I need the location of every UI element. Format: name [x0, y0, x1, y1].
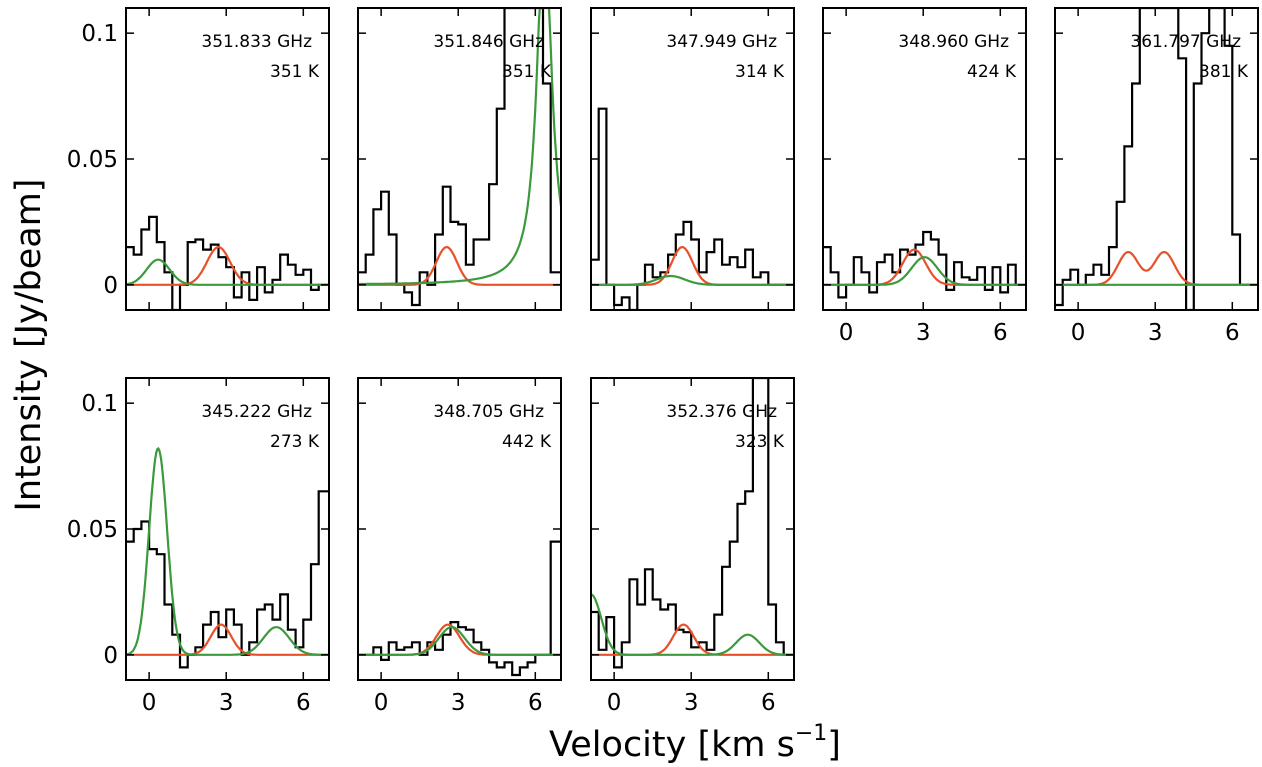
model-a-curve — [591, 245, 794, 286]
plot-area — [591, 378, 794, 669]
frequency-label: 347.949 GHz — [666, 32, 777, 52]
temperature-label: 314 K — [735, 62, 785, 82]
plot-area — [126, 446, 329, 669]
plot-area — [823, 230, 1026, 299]
model-a-curve — [126, 623, 329, 656]
panel-frame — [125, 7, 330, 311]
temperature-label: 351 K — [502, 62, 552, 82]
frequency-label: 348.705 GHz — [433, 402, 544, 422]
y-tick-label: 0.05 — [67, 147, 118, 173]
observed-spectrum — [823, 230, 1026, 299]
plot-area — [1055, 8, 1258, 310]
x-axis-label-exponent: −1 — [795, 721, 827, 746]
x-tick-label: 0 — [1071, 320, 1086, 346]
frequency-label: 348.960 GHz — [898, 32, 1009, 52]
frequency-label: 351.833 GHz — [201, 32, 312, 52]
x-tick-label: 3 — [1148, 320, 1163, 346]
temperature-label: 442 K — [502, 432, 552, 452]
model-b-curve — [823, 256, 1026, 286]
y-tick-label: 0.1 — [81, 391, 118, 417]
x-tick-label: 0 — [142, 690, 157, 716]
x-tick-label: 6 — [296, 690, 311, 716]
y-axis-label: Intensity [Jy/beam] — [9, 179, 49, 512]
x-tick-label: 3 — [684, 690, 699, 716]
model-a-curve — [126, 245, 329, 286]
model-b-curve — [126, 446, 329, 656]
temperature-label: 273 K — [270, 432, 320, 452]
panel-frame — [125, 377, 330, 681]
observed-spectrum — [126, 215, 329, 310]
panel-3: 347.949 GHz 314 K — [590, 7, 795, 311]
x-tick-label: 3 — [451, 690, 466, 716]
temperature-label: 424 K — [967, 62, 1017, 82]
y-tick-label: 0 — [103, 643, 118, 669]
x-tick-label: 0 — [607, 690, 622, 716]
x-tick-label: 6 — [993, 320, 1008, 346]
model-b-curve — [358, 626, 561, 656]
panel-7: 0 3 6 348.705 GHz 442 K — [357, 377, 562, 716]
temperature-label: 381 K — [1199, 62, 1249, 82]
panel-2: 351.846 GHz 351 K — [357, 7, 562, 311]
observed-spectrum — [1055, 8, 1258, 310]
panel-5: 0 3 6 361.797 GHz 381 K — [1054, 7, 1259, 346]
plot-area — [358, 8, 561, 307]
model-b-curve — [126, 258, 329, 286]
model-b-curve — [591, 593, 794, 656]
observed-spectrum — [358, 540, 561, 677]
x-axis-label-main: Velocity [km s — [549, 725, 795, 765]
observed-spectrum — [126, 490, 329, 669]
x-tick-label: 6 — [528, 690, 543, 716]
observed-spectrum — [591, 107, 794, 310]
plot-area — [591, 107, 794, 310]
frequency-label: 351.846 GHz — [433, 32, 544, 52]
panel-8: 0 3 6 352.376 GHz 323 K — [590, 377, 795, 716]
model-b-curve — [358, 8, 561, 286]
panel-6: 0 0.05 0.1 0 3 6 345.222 GHz 273 K — [67, 377, 330, 716]
panel-1: 0 0.05 0.1 351.833 GHz 351 K — [67, 7, 330, 311]
panel-frame — [1054, 7, 1259, 311]
x-tick-label: 3 — [916, 320, 931, 346]
model-a-curve — [358, 245, 561, 286]
frequency-label: 345.222 GHz — [201, 402, 312, 422]
y-tick-label: 0.05 — [67, 517, 118, 543]
panel-4: 0 3 6 348.960 GHz 424 K — [822, 7, 1027, 346]
x-tick-label: 6 — [1225, 320, 1240, 346]
model-b-curve — [591, 274, 794, 286]
panels: 0 0.05 0.1 351.833 GHz 351 K 351.846 GHz 351 K… — [67, 7, 1259, 716]
temperature-label: 323 K — [735, 432, 785, 452]
y-tick-label: 0 — [103, 273, 118, 299]
x-axis-label-end: ] — [827, 725, 841, 765]
x-tick-label: 0 — [839, 320, 854, 346]
x-tick-label: 0 — [374, 690, 389, 716]
panel-frame — [590, 7, 795, 311]
y-tick-label: 0.1 — [81, 21, 118, 47]
panel-frame — [357, 7, 562, 311]
x-tick-label: 6 — [761, 690, 776, 716]
temperature-label: 351 K — [270, 62, 320, 82]
plot-area — [358, 540, 561, 677]
frequency-label: 361.797 GHz — [1130, 32, 1241, 52]
observed-spectrum — [358, 8, 561, 307]
frequency-label: 352.376 GHz — [666, 402, 777, 422]
x-tick-label: 3 — [219, 690, 234, 716]
x-axis-label: Velocity [km s−1] — [549, 721, 841, 765]
plot-area — [126, 215, 329, 310]
